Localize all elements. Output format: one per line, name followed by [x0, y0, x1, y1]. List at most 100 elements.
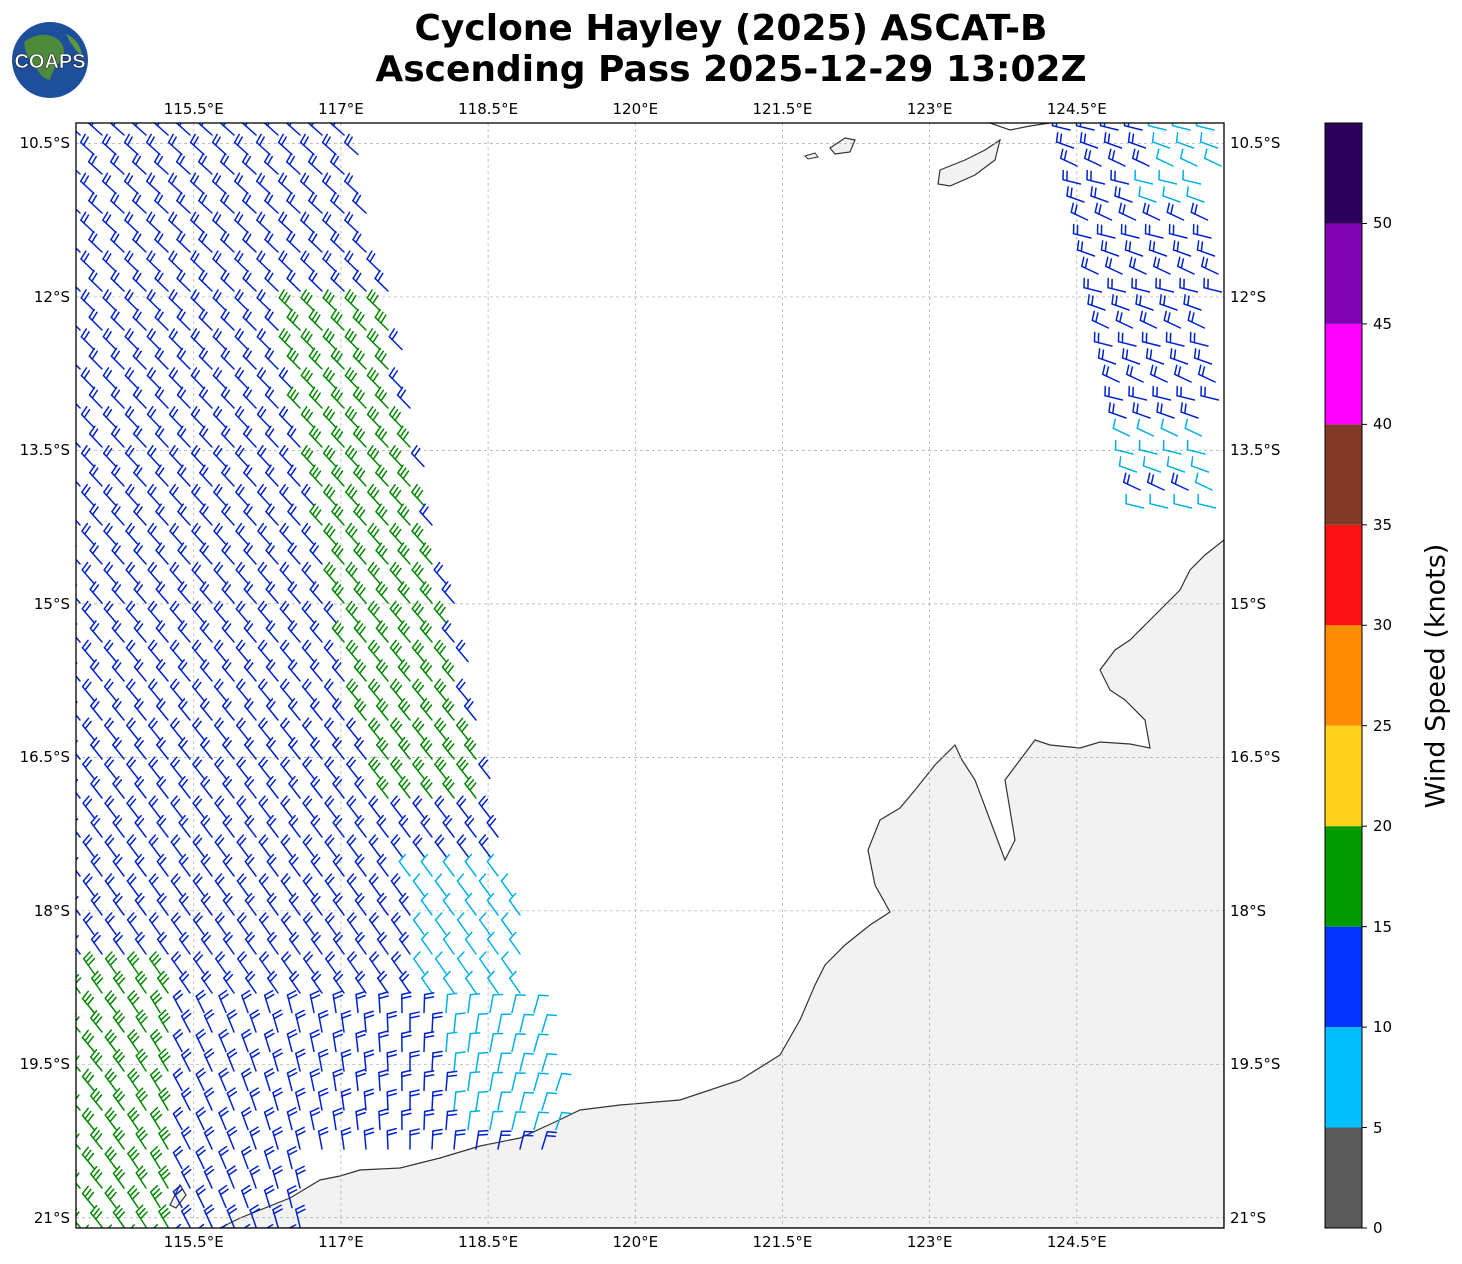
wind-barb	[478, 951, 491, 975]
wind-barb	[103, 522, 117, 546]
wind-barb	[149, 1145, 163, 1170]
wind-barb	[236, 795, 249, 819]
wind-barb	[1136, 418, 1155, 437]
wind-barb	[307, 123, 323, 136]
wind-barb	[388, 444, 403, 468]
island-small-1	[829, 137, 856, 155]
wind-barb	[346, 717, 359, 741]
wind-barb	[211, 133, 227, 156]
wind-barb	[258, 873, 271, 897]
wind-barb	[330, 192, 345, 214]
wind-barb	[258, 834, 271, 858]
wind-barb	[353, 542, 367, 565]
wind-barb	[154, 230, 169, 253]
wind-barb	[1186, 186, 1205, 203]
wind-barb	[221, 581, 235, 604]
wind-barb	[309, 464, 323, 487]
wind-barb	[214, 834, 227, 858]
wind-barb	[433, 561, 447, 585]
wind-barb	[419, 620, 433, 643]
wind-barb	[263, 1106, 275, 1131]
wind-barb	[59, 212, 72, 232]
wind-barb	[279, 639, 293, 663]
wind-barb	[434, 756, 447, 780]
wind-barb	[374, 269, 389, 292]
wind-barb	[154, 269, 169, 292]
wind-barb	[203, 1126, 215, 1150]
wind-barb	[156, 775, 169, 799]
wind-barb	[302, 795, 315, 819]
wind-barb	[431, 1011, 443, 1033]
wind-barb	[1128, 385, 1148, 401]
wind-barb	[1141, 331, 1161, 347]
wind-barb	[214, 795, 227, 819]
wind-barb	[168, 328, 183, 351]
wind-barb	[1125, 364, 1144, 383]
wind-barb	[1176, 256, 1195, 275]
wind-barb	[286, 990, 298, 1014]
wind-barb	[1107, 148, 1126, 167]
wind-barb	[107, 1224, 115, 1228]
colorbar-bin	[1325, 323, 1362, 425]
wind-barb	[203, 1204, 215, 1228]
wind-barb	[442, 736, 455, 760]
wind-barb	[111, 464, 125, 487]
lat-tick-label-right: 13.5°S	[1230, 441, 1281, 460]
wind-barb	[264, 425, 279, 448]
wind-barb	[149, 989, 163, 1014]
wind-barb	[156, 931, 169, 955]
wind-barb	[1079, 132, 1099, 149]
wind-barb	[366, 328, 381, 351]
wind-barb	[168, 211, 183, 234]
wind-barb	[345, 522, 359, 546]
wind-barb	[456, 873, 469, 897]
wind-barb	[258, 756, 271, 780]
wind-barb	[332, 1068, 344, 1092]
wind-barb	[127, 1146, 140, 1170]
wind-barb	[280, 717, 293, 741]
wind-barb	[90, 814, 103, 838]
wind-barb	[1083, 277, 1103, 293]
wind-barb	[386, 1010, 398, 1033]
wind-barb	[256, 172, 271, 195]
wind-barb	[104, 834, 117, 858]
wind-barb	[310, 814, 323, 838]
wind-barb	[76, 324, 81, 331]
wind-barb	[88, 192, 103, 214]
wind-barb	[390, 873, 403, 897]
wind-barb	[317, 1009, 329, 1033]
wind-barb	[169, 678, 183, 702]
lon-tick-label-bottom: 118.5°E	[458, 1233, 519, 1251]
wind-barb	[423, 1070, 435, 1092]
wind-barb	[155, 620, 169, 643]
wind-barb	[214, 873, 227, 897]
lat-tick-label-left: 19.5°S	[19, 1055, 70, 1074]
wind-barb	[112, 775, 125, 799]
wind-barb	[1131, 277, 1151, 293]
wind-barb	[1114, 186, 1133, 203]
wind-barb	[455, 678, 469, 702]
wind-barb	[111, 698, 125, 721]
wind-barb	[1194, 472, 1213, 491]
wind-barb	[390, 912, 403, 936]
wind-barb	[389, 522, 403, 546]
colorbar-bin	[1325, 223, 1362, 324]
wind-barb	[220, 1223, 229, 1228]
wind-barb	[266, 736, 279, 760]
wind-barb	[442, 775, 455, 799]
wind-barb	[455, 639, 469, 663]
wind-barb	[331, 659, 345, 682]
wind-barb	[80, 328, 95, 351]
wind-barb	[286, 386, 301, 409]
wind-barb	[332, 1107, 344, 1131]
wind-barb	[180, 1009, 192, 1033]
wind-barb	[310, 931, 323, 955]
wind-barb	[353, 698, 367, 721]
wind-barb	[149, 1028, 163, 1053]
wind-barb	[157, 970, 170, 994]
wind-barb	[412, 795, 425, 819]
wind-barb	[1149, 493, 1169, 509]
wind-barb	[176, 308, 191, 331]
wind-barb	[256, 444, 271, 468]
wind-barb	[1125, 493, 1145, 509]
